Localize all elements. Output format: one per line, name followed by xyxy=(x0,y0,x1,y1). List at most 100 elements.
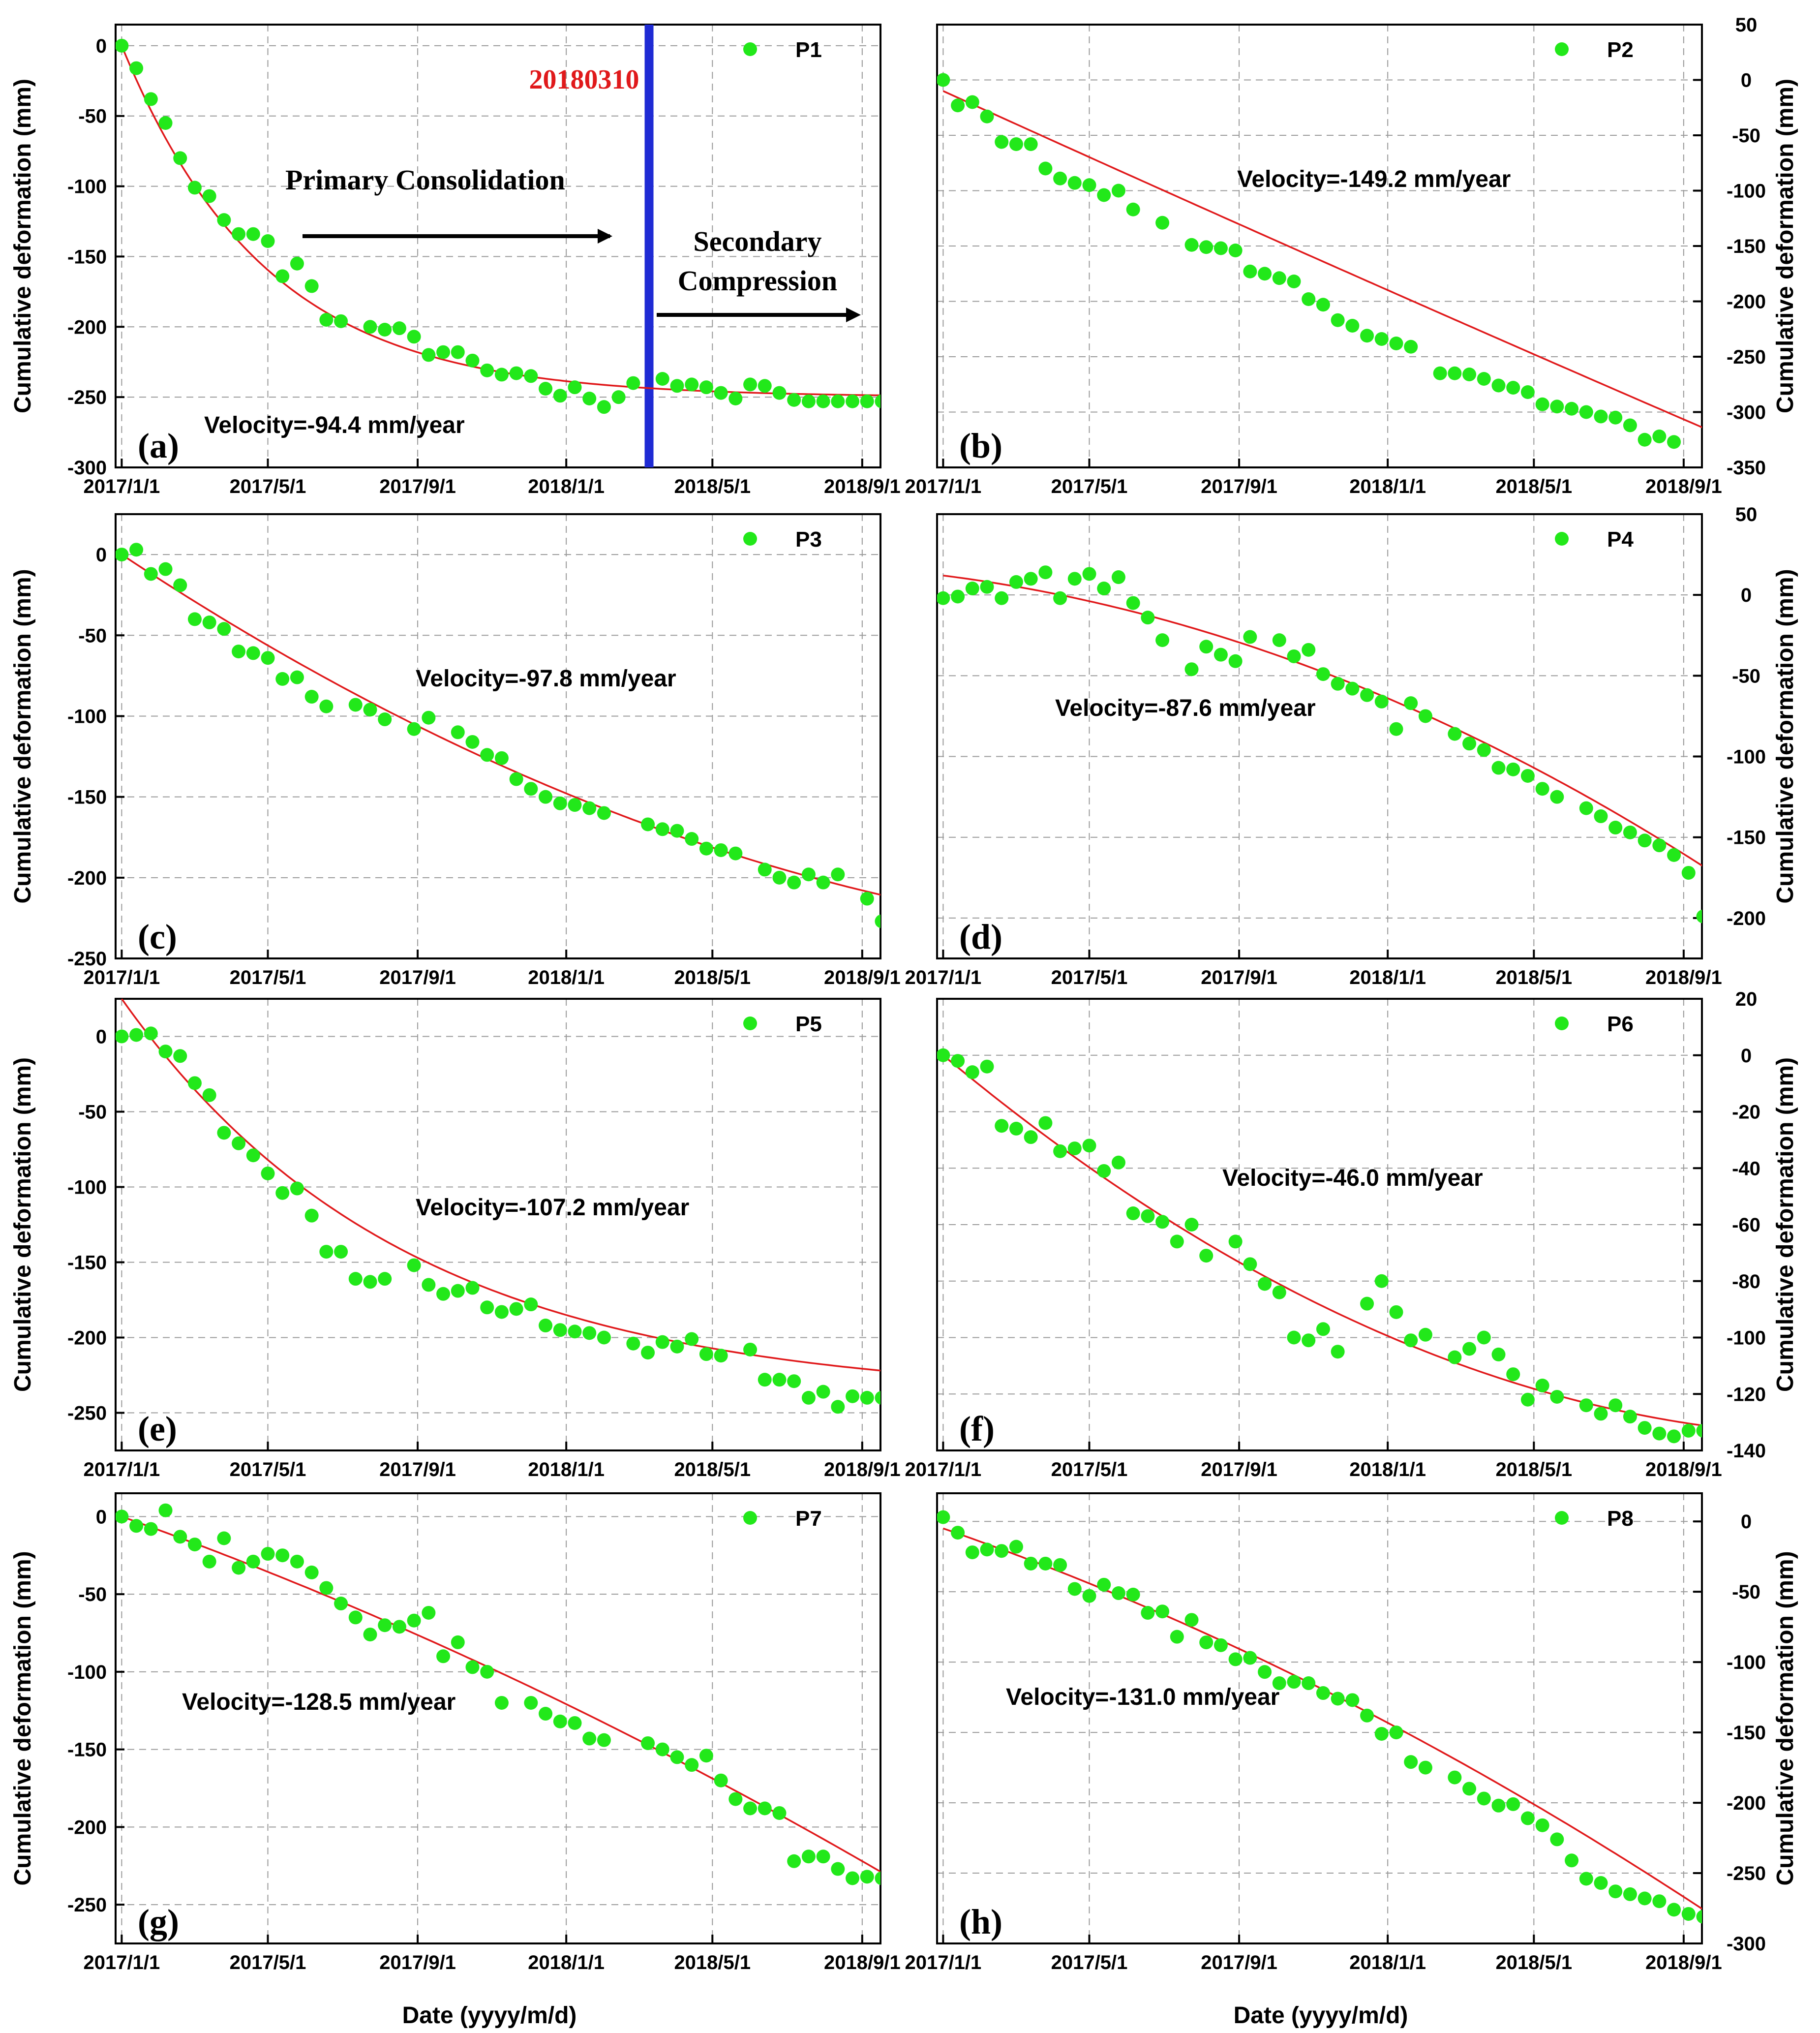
y-axis-title: Cumulative deformation (mm) xyxy=(1772,569,1798,903)
data-point xyxy=(261,1547,275,1561)
panel-e: 2017/1/1 2017/5/1 2017/9/1 2018/1/1 2018/5/1… xyxy=(10,998,901,1480)
data-point xyxy=(685,832,699,846)
data-point xyxy=(1623,418,1637,432)
data-point xyxy=(1594,809,1608,824)
data-point xyxy=(422,1278,436,1292)
data-point xyxy=(860,1390,874,1405)
data-point xyxy=(860,1870,874,1884)
data-point xyxy=(1111,184,1125,198)
x-tick-label: 2017/1/1 xyxy=(905,1459,982,1480)
panel-letter: (d) xyxy=(959,917,1002,956)
data-point xyxy=(129,1519,144,1533)
data-point xyxy=(641,1736,655,1750)
data-point xyxy=(1667,435,1681,449)
data-point xyxy=(787,1374,801,1388)
data-point xyxy=(831,394,845,408)
y-tick-label: -50 xyxy=(78,1102,107,1123)
y-tick-label: -300 xyxy=(1727,402,1766,424)
panel-letter: (g) xyxy=(138,1902,179,1941)
data-point xyxy=(1360,1708,1374,1723)
x-tick-label: 2018/5/1 xyxy=(1495,1952,1572,1973)
data-point xyxy=(626,376,640,390)
data-point xyxy=(1696,909,1702,924)
data-point xyxy=(1418,709,1432,723)
plot-area xyxy=(116,543,880,928)
y-tick-label: -100 xyxy=(1727,746,1766,768)
data-point xyxy=(1638,833,1652,848)
x-tick-label: 2018/1/1 xyxy=(528,1459,605,1480)
data-point xyxy=(1316,667,1330,681)
y-tick-label: 50 xyxy=(1735,14,1758,36)
data-point xyxy=(582,392,597,405)
plot-area xyxy=(937,565,1702,924)
data-point xyxy=(173,151,187,165)
data-point xyxy=(422,1605,436,1620)
legend-label: P8 xyxy=(1607,1507,1634,1531)
data-point xyxy=(951,589,965,604)
data-point xyxy=(758,1373,772,1387)
data-point xyxy=(1345,681,1360,696)
data-point xyxy=(846,1871,860,1885)
data-point xyxy=(1638,432,1652,447)
data-point xyxy=(1360,688,1374,702)
data-point xyxy=(937,73,950,87)
data-point xyxy=(217,213,231,227)
data-point xyxy=(743,377,758,392)
legend-marker xyxy=(1555,42,1569,56)
data-point xyxy=(1550,1389,1564,1404)
data-point xyxy=(1579,405,1593,419)
data-point xyxy=(937,1048,950,1062)
data-point xyxy=(1520,769,1535,783)
data-point xyxy=(995,1544,1009,1558)
data-point xyxy=(348,1610,363,1625)
data-point xyxy=(1228,654,1243,668)
data-point xyxy=(1082,567,1096,581)
legend-marker xyxy=(743,42,757,56)
x-tick-label: 2017/1/1 xyxy=(905,1952,982,1973)
x-tick-label: 2018/9/1 xyxy=(1645,967,1722,988)
plot-area xyxy=(937,1510,1702,1924)
data-point xyxy=(801,394,816,408)
data-point xyxy=(875,1391,880,1405)
y-tick-label: 50 xyxy=(1735,504,1758,525)
data-point xyxy=(1652,1426,1667,1441)
data-point xyxy=(1331,1345,1345,1359)
data-point xyxy=(1155,1604,1170,1619)
data-point xyxy=(1477,743,1491,757)
data-point xyxy=(217,1531,231,1545)
data-point xyxy=(1681,1907,1696,1921)
data-point xyxy=(670,1750,684,1764)
data-point xyxy=(1506,1367,1520,1382)
data-point xyxy=(1550,790,1564,804)
data-point xyxy=(1199,240,1213,254)
data-point xyxy=(597,1733,611,1747)
data-point xyxy=(1535,782,1549,796)
data-point xyxy=(772,386,787,400)
data-point xyxy=(655,1742,669,1756)
data-point xyxy=(1272,1285,1286,1299)
y-tick-label: -50 xyxy=(78,625,107,647)
data-point xyxy=(1053,1144,1067,1158)
x-tick-label: 2017/5/1 xyxy=(1051,476,1128,497)
data-point xyxy=(951,1054,965,1068)
x-tick-label: 2018/1/1 xyxy=(1349,1952,1426,1973)
data-point xyxy=(319,699,334,713)
data-point xyxy=(451,725,465,739)
data-point xyxy=(801,1390,816,1405)
data-point xyxy=(685,1758,699,1772)
data-point xyxy=(1287,1330,1301,1345)
data-point xyxy=(1287,275,1301,288)
x-tick-label: 2017/1/1 xyxy=(84,1952,160,1973)
y-tick-label: -250 xyxy=(67,1403,107,1424)
data-point xyxy=(582,1731,597,1746)
data-point xyxy=(801,867,816,882)
y-axis-title: Cumulative deformation (mm) xyxy=(10,569,36,903)
data-point xyxy=(1462,737,1477,751)
y-axis-title: Cumulative deformation (mm) xyxy=(10,79,36,413)
data-point xyxy=(965,1065,979,1079)
data-point xyxy=(275,1548,290,1563)
plot-frame xyxy=(115,1492,881,1944)
data-point xyxy=(787,875,801,890)
data-point xyxy=(1258,267,1272,281)
